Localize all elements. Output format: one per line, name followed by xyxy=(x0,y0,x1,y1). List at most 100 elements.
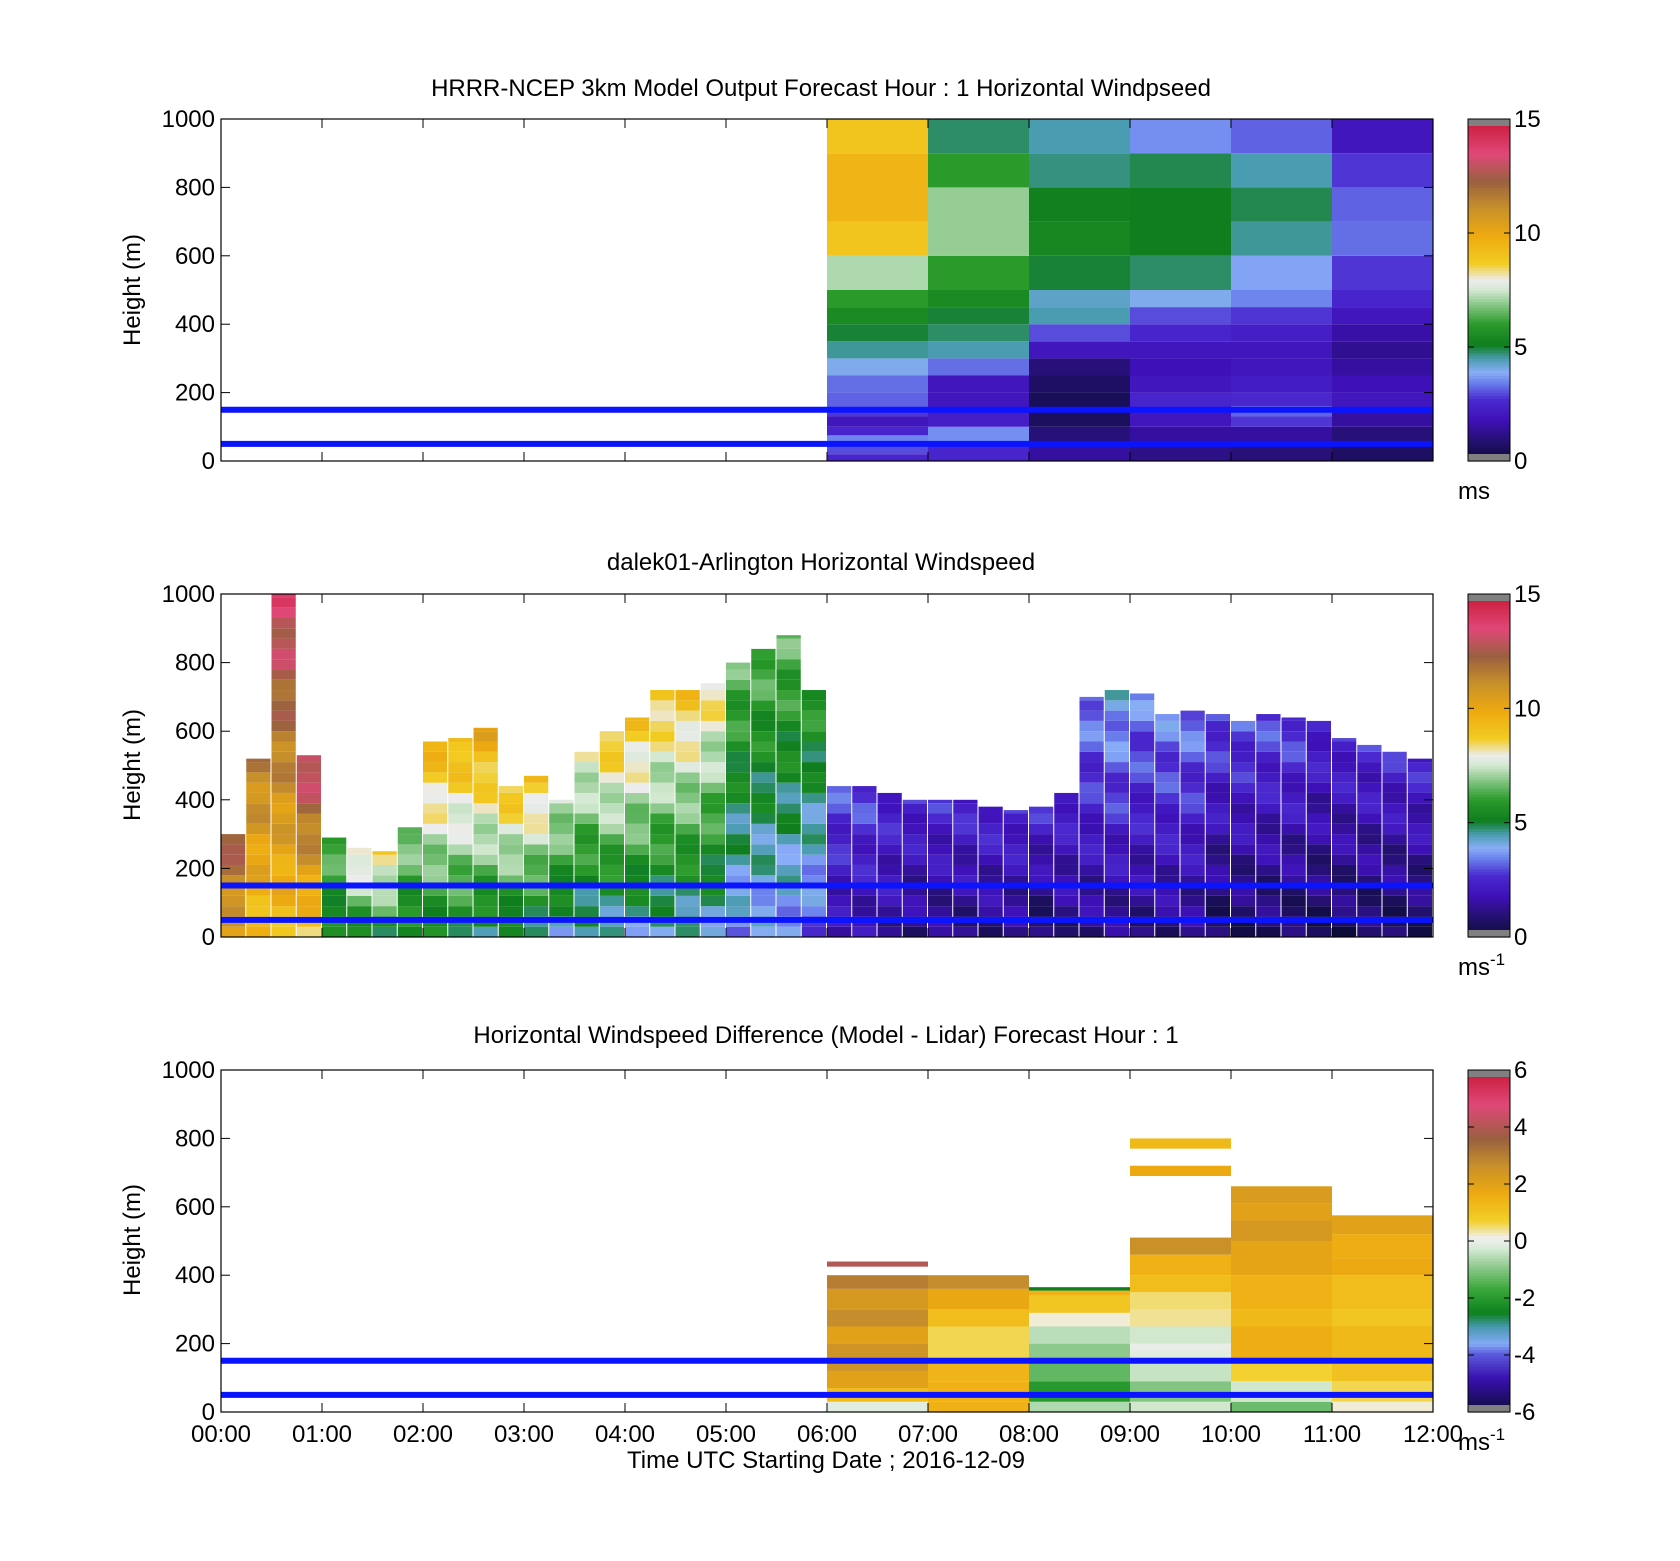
colorbar-swatch xyxy=(1468,728,1510,732)
heatmap-cell xyxy=(852,834,877,845)
heatmap-cell xyxy=(1256,792,1281,804)
heatmap-cell xyxy=(1407,772,1432,783)
heatmap-cell xyxy=(827,885,852,896)
colorbar-swatch xyxy=(1468,1292,1510,1296)
heatmap-cell xyxy=(726,720,751,732)
heatmap-cell xyxy=(1407,906,1432,917)
heatmap-cell xyxy=(751,669,776,680)
heatmap-cell xyxy=(700,885,725,896)
colorbar-tick-label: 10 xyxy=(1514,220,1541,247)
heatmap-cell xyxy=(978,806,1003,814)
heatmap-cell xyxy=(1029,823,1054,835)
heatmap-cell xyxy=(473,731,498,742)
heatmap-cell xyxy=(776,751,801,763)
colorbar-swatch xyxy=(1468,828,1510,832)
heatmap-cell xyxy=(271,854,296,865)
heatmap-cell xyxy=(599,823,624,835)
heatmap-cell xyxy=(827,906,852,917)
heatmap-cell xyxy=(271,669,296,680)
heatmap-cell xyxy=(1231,803,1256,814)
heatmap-cell xyxy=(726,690,751,701)
heatmap-cell xyxy=(827,1370,928,1389)
heatmap-cell xyxy=(650,710,675,721)
heatmap-cell xyxy=(271,720,296,732)
heatmap-cell xyxy=(1332,823,1357,835)
colorbar-swatch xyxy=(1468,321,1510,325)
heatmap-cell xyxy=(271,895,296,907)
heatmap-cell xyxy=(1079,844,1104,855)
heatmap-cell xyxy=(423,823,448,835)
y-tick-label: 200 xyxy=(175,855,215,882)
heatmap-cell xyxy=(1332,813,1357,824)
heatmap-cell xyxy=(1003,844,1028,855)
heatmap-cell xyxy=(1029,885,1054,896)
y-tick-label: 0 xyxy=(202,1399,215,1426)
colorbar-swatch xyxy=(1468,318,1510,322)
heatmap-cell xyxy=(1029,290,1130,308)
colorbar-swatch xyxy=(1468,1309,1510,1313)
heatmap-cell xyxy=(1130,710,1155,721)
heatmap-cell xyxy=(1029,443,1130,461)
heatmap-cell xyxy=(473,844,498,855)
heatmap-cell xyxy=(473,772,498,783)
heatmap-cell xyxy=(827,221,928,256)
heatmap-cell xyxy=(953,875,978,886)
heatmap-cell xyxy=(448,762,473,773)
colorbar-swatch xyxy=(1468,625,1510,629)
heatmap-cell xyxy=(473,906,498,917)
heatmap-cell xyxy=(498,875,523,886)
heatmap-cell xyxy=(221,885,246,896)
heatmap-cell xyxy=(397,895,422,907)
heatmap-cell xyxy=(549,895,574,907)
colorbar-swatch xyxy=(1468,147,1510,151)
heatmap-cell xyxy=(574,885,599,896)
heatmap-cell xyxy=(1205,731,1230,742)
heatmap-cell xyxy=(700,926,725,937)
heatmap-cell xyxy=(1382,762,1407,773)
colorbar-swatch xyxy=(1468,204,1510,208)
heatmap-cell xyxy=(1231,1381,1332,1402)
colorbar-swatch xyxy=(1468,776,1510,781)
colorbar-swatch xyxy=(1468,127,1510,131)
heatmap-cell xyxy=(827,1275,928,1289)
heatmap-cell xyxy=(726,926,751,937)
heatmap-cell xyxy=(1332,1309,1433,1327)
colorbar-swatch xyxy=(1468,1223,1510,1228)
colorbar-swatch xyxy=(1468,642,1510,647)
colorbar-swatch xyxy=(1468,856,1510,861)
heatmap-cell xyxy=(902,926,927,937)
heatmap-cell xyxy=(221,844,246,855)
colorbar-swatch xyxy=(1468,429,1510,434)
heatmap-cell xyxy=(978,823,1003,835)
colorbar-swatch xyxy=(1468,839,1510,844)
heatmap-cell xyxy=(599,885,624,896)
colorbar-swatch xyxy=(1468,409,1510,414)
heatmap-cell xyxy=(1205,823,1230,835)
heatmap-cell xyxy=(877,895,902,907)
heatmap-cell xyxy=(675,741,700,752)
heatmap-cell xyxy=(1306,834,1331,845)
heatmap-cell xyxy=(524,926,549,937)
y-tick-label: 200 xyxy=(175,380,215,407)
heatmap-cell xyxy=(1155,906,1180,917)
heatmap-cell xyxy=(953,854,978,865)
colorbar-swatch xyxy=(1468,309,1510,314)
heatmap-cell xyxy=(1130,307,1231,325)
heatmap-cell xyxy=(827,392,928,410)
heatmap-cell xyxy=(1281,762,1306,773)
heatmap-cell xyxy=(700,803,725,814)
colorbar-swatch xyxy=(1468,178,1510,183)
heatmap-cell xyxy=(1357,782,1382,793)
heatmap-cell xyxy=(1130,834,1155,845)
colorbar-swatch xyxy=(1468,714,1510,718)
colorbar-swatch xyxy=(1468,241,1510,245)
heatmap-cell xyxy=(700,813,725,824)
colorbar-swatch xyxy=(1468,745,1510,749)
x-tick-label: 03:00 xyxy=(494,1421,554,1448)
heatmap-cell xyxy=(700,720,725,732)
heatmap-cell xyxy=(599,772,624,783)
colorbar-swatch xyxy=(1468,261,1510,265)
heatmap-cell xyxy=(1079,700,1104,711)
heatmap-cell xyxy=(1231,255,1332,290)
heatmap-cell xyxy=(1130,1350,1231,1361)
